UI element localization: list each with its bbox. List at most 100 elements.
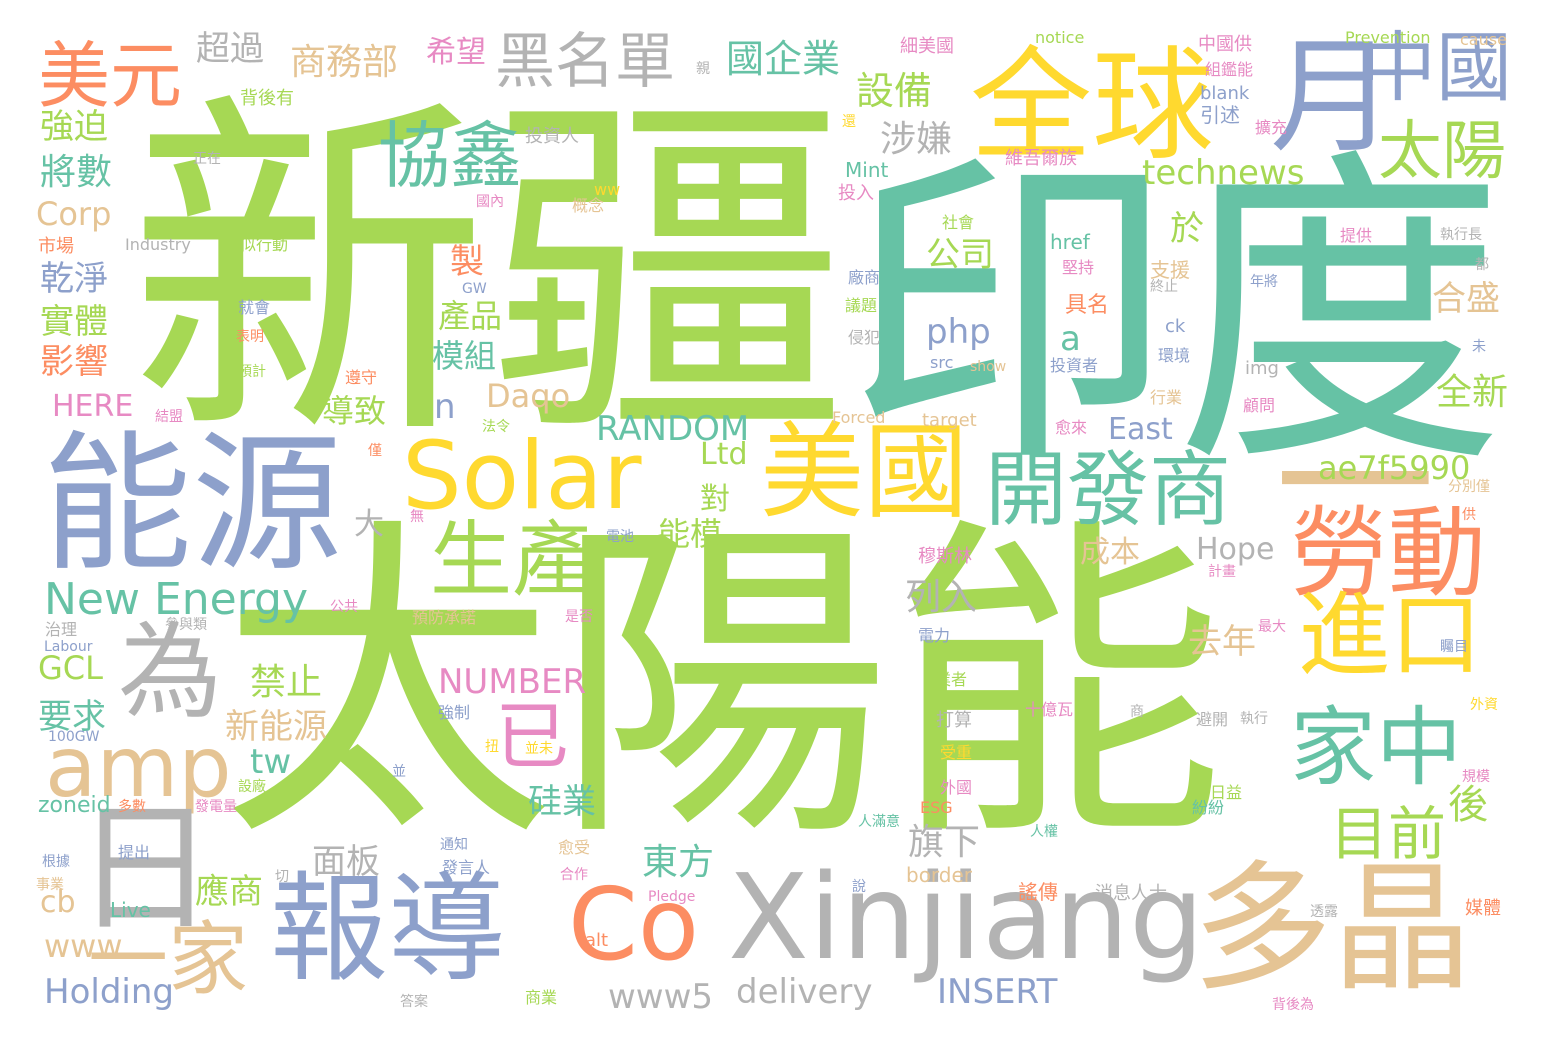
word: 電池 — [606, 529, 634, 545]
word: 分別僅 — [1448, 479, 1490, 495]
word: 為 — [118, 611, 223, 733]
word: Prevention — [1345, 28, 1431, 47]
word: 背後有 — [240, 88, 294, 109]
word: Solar — [402, 422, 642, 531]
word: INSERT — [937, 972, 1058, 1012]
word: 提出 — [118, 843, 151, 862]
word: Holding — [44, 972, 174, 1012]
word: 媒體 — [1465, 898, 1501, 919]
word: 製 — [450, 242, 484, 282]
word: 發言人 — [442, 858, 491, 877]
word: 未 — [1472, 339, 1486, 355]
word: Labour — [44, 639, 93, 655]
word: 僅 — [368, 443, 382, 459]
word: 多數 — [118, 799, 146, 815]
word: 電力 — [918, 626, 951, 645]
word: 一家 — [88, 913, 248, 1006]
word: 強制 — [438, 703, 471, 722]
word: 通知 — [440, 837, 468, 853]
word: 根據 — [42, 854, 70, 870]
word: 正在 — [193, 151, 221, 167]
word: alt — [585, 930, 609, 951]
word: 規模 — [1462, 769, 1490, 785]
word: Ltd — [700, 437, 748, 472]
word: 多晶 — [1192, 848, 1473, 1011]
word: 法令 — [482, 419, 510, 435]
word: 謠傳 — [1018, 880, 1058, 904]
word: 說 — [852, 879, 866, 895]
word: Pledge — [648, 889, 696, 905]
word: 外資 — [1470, 697, 1498, 713]
word: 模組 — [432, 337, 497, 375]
word: Industry — [125, 235, 191, 254]
word: technews — [1142, 153, 1305, 193]
word: 細美國 — [900, 36, 954, 57]
word: 硅業 — [528, 782, 596, 822]
word: 背後為 — [1272, 997, 1314, 1013]
word: 顧問 — [1243, 396, 1276, 415]
word: 一 — [1275, 391, 1436, 578]
word: php — [926, 312, 991, 352]
word: 透露 — [1310, 904, 1338, 920]
word: 組鑑能 — [1205, 60, 1254, 79]
word: 堅持 — [1062, 258, 1095, 277]
word: 開發商 — [985, 443, 1232, 538]
word: 就會 — [238, 298, 271, 317]
word: 答案 — [400, 994, 428, 1010]
word: www5 — [608, 977, 714, 1017]
word: 協鑫 — [378, 114, 523, 198]
word: 應商 — [195, 872, 263, 912]
word: 涉嫌 — [880, 119, 953, 160]
word: 合作 — [560, 867, 588, 883]
word: 對 — [700, 482, 730, 517]
word: 表明 — [236, 329, 264, 345]
word: 設備 — [856, 69, 933, 113]
word: Xinjiang — [728, 848, 1204, 986]
word: 美國 — [760, 411, 969, 533]
word: 終止 — [1150, 279, 1178, 295]
word: 預防承諾 — [412, 608, 477, 627]
word: 結盟 — [155, 409, 183, 425]
word: 禁止 — [250, 662, 323, 703]
word: 中國供 — [1198, 34, 1252, 55]
word: 商業 — [525, 988, 558, 1007]
word: 黑名單 — [495, 27, 675, 97]
word: 並 — [392, 764, 406, 780]
word: 事業 — [36, 877, 64, 893]
word: 進口 — [1298, 582, 1483, 689]
word: ESG — [920, 798, 953, 817]
word: 概念 — [572, 196, 605, 215]
word: 商務部 — [290, 42, 399, 83]
word: Co — [568, 866, 700, 983]
word: 公司 — [926, 235, 994, 275]
word: 執行 — [1240, 711, 1268, 727]
word: 市場 — [38, 236, 74, 257]
word: 避開 — [1196, 710, 1229, 729]
word: 人權 — [1030, 824, 1058, 840]
word: 投入 — [838, 183, 874, 204]
word: 太陽 — [1378, 115, 1506, 189]
word: 親 — [696, 61, 710, 77]
word: 國企業 — [726, 37, 841, 81]
word: n — [434, 387, 456, 427]
word: 投資者 — [1050, 356, 1099, 375]
word: Corp — [36, 195, 112, 233]
word: 美元 — [38, 34, 183, 118]
word: 月 — [1270, 25, 1395, 170]
word: 行業 — [1150, 388, 1183, 407]
word: 是否 — [565, 609, 593, 625]
word: tw — [250, 742, 292, 782]
word: 年將 — [1250, 274, 1278, 290]
word: ww — [594, 180, 621, 199]
word: 國內 — [476, 194, 504, 210]
word: 似行動 — [240, 235, 289, 254]
word: 設廠 — [238, 779, 266, 795]
word: 計畫 — [1208, 564, 1236, 580]
word: 報導 — [270, 860, 507, 998]
word: 全球 — [970, 35, 1214, 177]
word: 大 — [354, 507, 384, 542]
word: 要求 — [38, 697, 106, 737]
word: NUMBER — [438, 662, 587, 702]
word: target — [922, 410, 977, 431]
word: blank — [1200, 83, 1250, 104]
